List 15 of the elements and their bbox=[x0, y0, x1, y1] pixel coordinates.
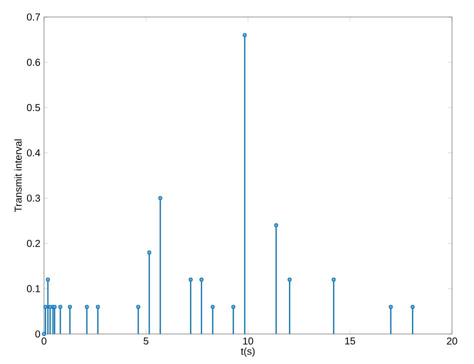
x-tick-label: 10 bbox=[243, 338, 254, 345]
y-tick-label: 0.1 bbox=[26, 285, 40, 292]
y-tick-label: 0.4 bbox=[26, 149, 40, 156]
y-tick-label: 0 bbox=[35, 330, 40, 338]
x-tick-label: 0 bbox=[42, 338, 46, 345]
y-tick-label: 0.3 bbox=[26, 194, 40, 202]
y-tick-label: 0.5 bbox=[26, 104, 40, 112]
y-tick-label: 0.2 bbox=[26, 240, 40, 247]
y-tick-label: 0.6 bbox=[26, 58, 40, 66]
y-tick-label: 0.7 bbox=[26, 13, 40, 21]
x-tick-label: 5 bbox=[144, 338, 148, 344]
x-tick-label: 20 bbox=[446, 338, 458, 345]
y-axis-title: Transmit interval bbox=[14, 139, 22, 212]
x-tick-label: 15 bbox=[345, 338, 356, 344]
x-axis-title: t(s) bbox=[240, 347, 255, 357]
